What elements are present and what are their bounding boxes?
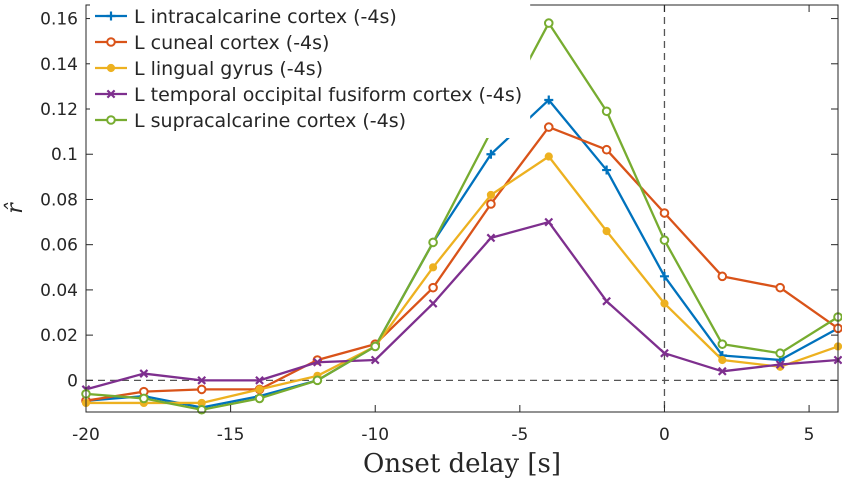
series-line [86,155,839,405]
data-point-marker [312,375,323,386]
data-point-marker [428,299,438,308]
data-point-marker [601,106,612,117]
data-point-marker [486,199,496,209]
x-axis-label: Onset delay [s] [363,449,561,479]
axis-ticks: -20 -15 -10 -5 0 5 0 0.02 0.04 0.06 0.08 0.1 0.12 0.1… [40,5,838,445]
data-point-marker [544,152,553,161]
data-point-marker [602,227,611,236]
y-tick-label: 0.16 [40,10,78,30]
data-point-marker [718,355,727,365]
data-point-marker [254,393,265,404]
data-point-marker [602,165,612,175]
x-tick-label: -5 [511,425,528,445]
legend-label: L temporal occipital fusiform cortex (-4… [134,84,522,106]
data-point-marker [544,95,554,105]
y-tick-label: 0.06 [40,236,78,256]
y-tick-label: 0 [67,371,78,391]
y-axis-label: r̂ [3,202,28,214]
y-tick-label: 0.12 [40,100,78,120]
data-point-marker [717,271,728,282]
legend-label: L cuneal cortex (-4s) [134,32,329,54]
data-point-marker [543,18,554,28]
legend-entry: L intracalcarine cortex (-4s) [95,6,397,28]
series-3 [81,152,842,408]
data-point-marker [775,348,785,359]
data-point-marker [659,208,670,218]
data-point-marker [428,237,438,248]
y-tick-label: 0.08 [40,190,78,210]
data-point-marker [197,375,207,385]
data-point-marker [313,357,322,367]
data-point-marker [486,233,496,243]
data-point-marker [659,271,669,281]
legend-entry: L cuneal cortex (-4s) [95,32,329,54]
series-layer [81,18,842,415]
data-point-marker [428,263,438,272]
data-point-marker [717,339,728,349]
data-point-marker [601,144,612,155]
data-point-marker [106,115,116,125]
data-point-marker [196,384,207,395]
series-line [85,21,839,411]
data-point-marker [602,296,611,306]
series-line [85,125,839,402]
data-point-marker [255,385,264,394]
data-point-marker [544,217,554,227]
data-point-marker [139,393,149,404]
data-point-marker [486,190,496,200]
series-2 [81,122,842,406]
legend-entry: L lingual gyrus (-4s) [95,58,323,80]
series-1 [81,95,842,412]
legend-entry: L supracalcarine cortex (-4s) [95,110,406,132]
data-point-marker [717,366,727,376]
legend-background [90,2,531,138]
y-tick-label: 0.1 [51,145,78,165]
data-point-marker [106,11,116,21]
data-point-marker [543,122,554,132]
data-point-marker [370,341,381,352]
x-tick-label: 5 [804,425,815,445]
series-5 [81,18,842,415]
series-line [85,98,839,409]
legend-entry: L temporal occipital fusiform cortex (-4… [95,84,522,106]
data-point-marker [660,299,669,308]
y-tick-label: 0.14 [40,55,78,75]
data-point-marker [428,282,438,293]
series-4 [81,217,842,394]
x-tick-label: -20 [72,425,100,445]
legend-label: L intracalcarine cortex (-4s) [134,6,397,28]
data-point-marker [255,375,264,385]
data-point-marker [659,235,670,245]
data-point-marker [106,37,116,47]
data-point-marker [775,282,785,293]
x-tick-label: 0 [659,425,670,445]
data-point-marker [775,360,785,369]
data-point-marker [370,355,380,365]
x-tick-label: -10 [361,425,389,445]
y-tick-label: 0.02 [40,326,78,346]
data-point-marker [660,348,669,358]
data-point-marker [486,149,496,159]
y-tick-label: 0.04 [40,281,78,301]
data-point-marker [106,89,116,99]
data-point-marker [139,369,149,378]
legend: L intracalcarine cortex (-4s) L cuneal co… [90,2,531,138]
x-tick-label: -15 [217,425,245,445]
series-line [85,220,839,391]
legend-label: L lingual gyrus (-4s) [134,58,323,80]
data-point-marker [106,63,116,73]
legend-label: L supracalcarine cortex (-4s) [134,110,406,132]
